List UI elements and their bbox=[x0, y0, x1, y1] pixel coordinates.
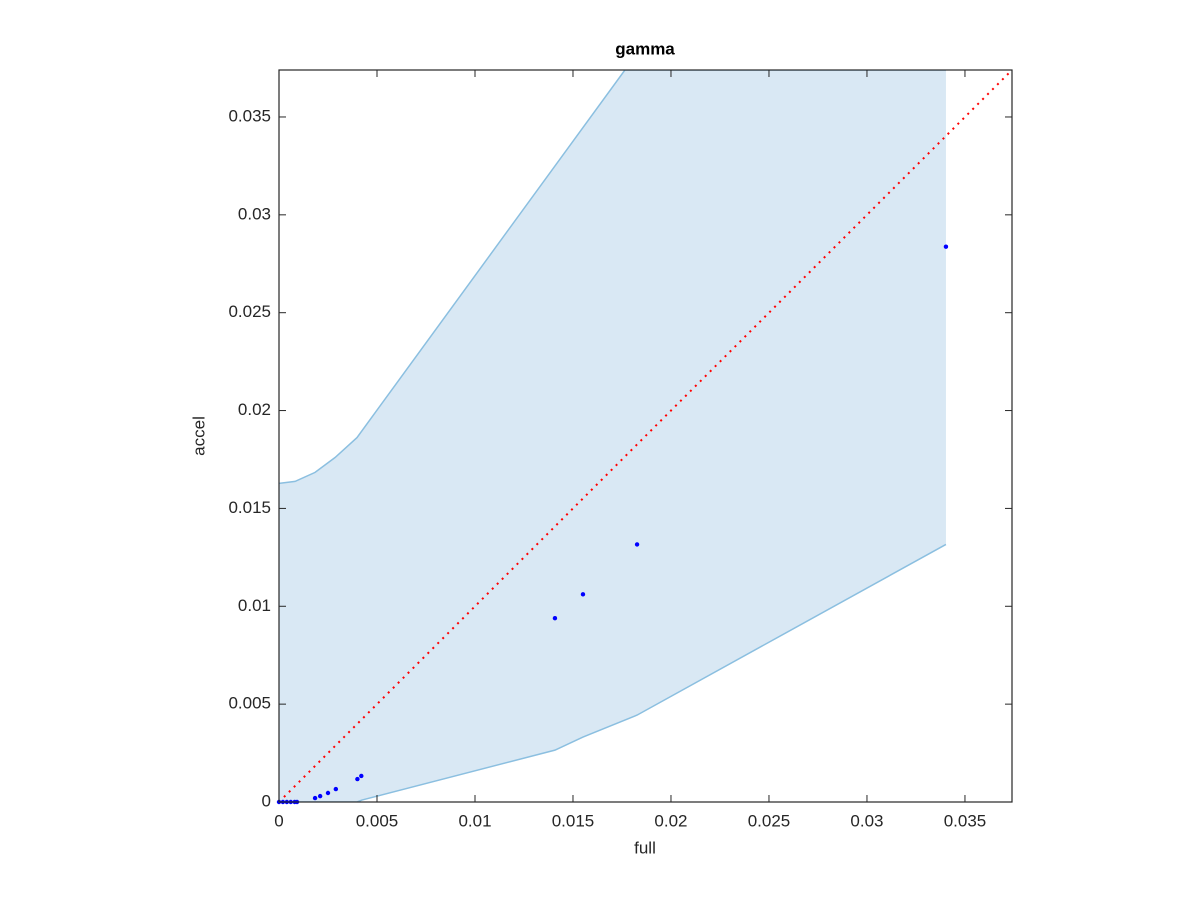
x-axis-label: full bbox=[634, 838, 656, 857]
point bbox=[552, 616, 558, 621]
point bbox=[943, 244, 949, 249]
band-upper-edge bbox=[279, 70, 946, 485]
point bbox=[317, 793, 323, 799]
x-tick-label: 0.03 bbox=[850, 811, 883, 830]
y-tick-label: 0.035 bbox=[228, 106, 271, 125]
y-tick-label: 0.025 bbox=[228, 302, 271, 321]
y-tick-label: 0.005 bbox=[228, 694, 271, 713]
x-tick-label: 0.01 bbox=[458, 811, 491, 830]
point bbox=[333, 786, 339, 792]
axes-box bbox=[278, 69, 1013, 803]
plot-area bbox=[279, 70, 1012, 802]
band-lower-edge bbox=[279, 543, 947, 802]
point bbox=[312, 795, 318, 801]
band-fill bbox=[279, 70, 946, 802]
y-axis-label: accel bbox=[189, 416, 208, 456]
x-tick-label: 0.005 bbox=[356, 811, 399, 830]
y-tick-label: 0.01 bbox=[238, 596, 271, 615]
chart-title: gamma bbox=[615, 39, 675, 58]
point bbox=[359, 773, 364, 779]
x-tick-label: 0 bbox=[274, 811, 283, 830]
x-tick-label: 0.015 bbox=[552, 811, 595, 830]
point bbox=[580, 592, 586, 597]
x-tick-label: 0.02 bbox=[654, 811, 687, 830]
point bbox=[634, 542, 640, 547]
x-tick-label: 0.025 bbox=[748, 811, 791, 830]
y-tick-label: 0.02 bbox=[238, 400, 271, 419]
y-tick-label: 0.015 bbox=[228, 498, 271, 517]
x-tick-label: 0.035 bbox=[944, 811, 987, 830]
y-tick-label: 0 bbox=[262, 791, 271, 810]
y-tick-label: 0.03 bbox=[238, 204, 271, 223]
point bbox=[355, 776, 360, 782]
point bbox=[325, 790, 331, 796]
